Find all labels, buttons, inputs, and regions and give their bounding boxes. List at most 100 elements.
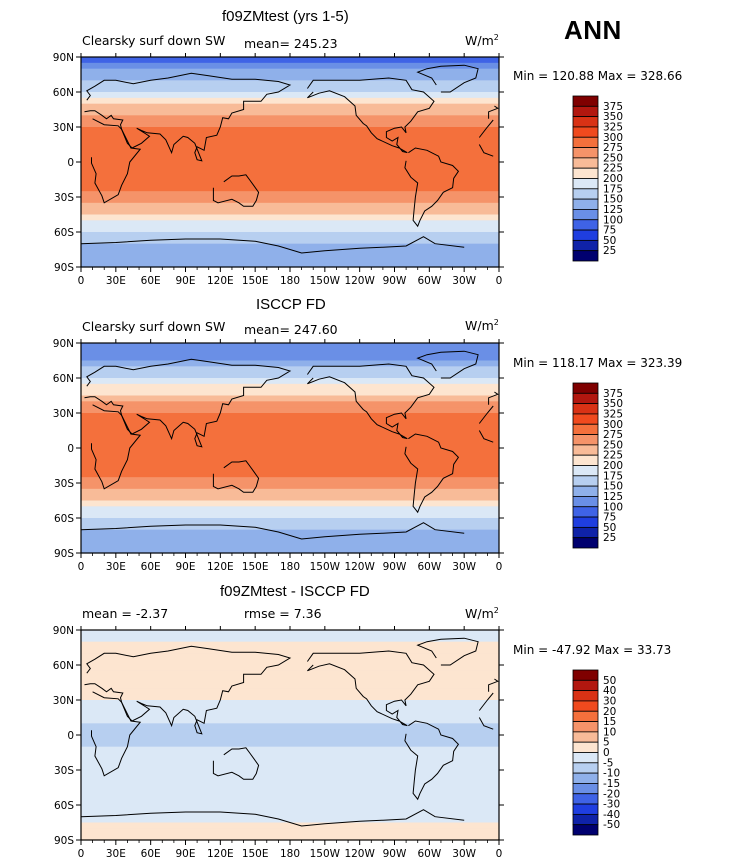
heatmap-band <box>81 448 499 455</box>
coastline <box>84 72 499 162</box>
colorbar-label: 300 <box>603 132 623 144</box>
heatmap-band <box>81 208 499 216</box>
colorbar-box <box>572 126 599 138</box>
heatmap-band <box>81 103 499 111</box>
heatmap-band <box>81 366 499 373</box>
heatmap-band <box>81 92 499 99</box>
x-tick-label: 180 <box>280 561 300 573</box>
colorbar-box <box>572 465 599 477</box>
heatmap-band <box>81 202 499 210</box>
heatmap-band <box>81 647 499 654</box>
colorbar-label: 175 <box>603 183 623 195</box>
colorbar-box <box>572 690 599 702</box>
colorbar-box <box>572 475 599 487</box>
heatmap-band <box>81 735 499 742</box>
colorbar-label: -40 <box>603 809 620 821</box>
y-tick-label: 90S <box>54 548 74 560</box>
x-tick-label: 90E <box>176 848 196 860</box>
heatmap-band <box>81 354 499 362</box>
heatmap-band <box>81 512 499 519</box>
heatmap-band <box>81 688 499 695</box>
colorbar-box <box>572 136 599 148</box>
x-tick-label: 60W <box>417 848 441 860</box>
coastline <box>91 404 494 490</box>
heatmap-band <box>81 430 499 437</box>
heatmap-band <box>81 179 499 186</box>
map-panel-3: 0 30E 60E 90E 120E 150E 180 150W 120W 90W 60W 30W 09… <box>53 625 504 860</box>
x-tick-label: 150E <box>242 561 269 573</box>
colorbar-box <box>572 116 599 128</box>
heatmap-band <box>81 86 499 93</box>
heatmap-band <box>81 97 499 105</box>
colorbar-box <box>572 229 599 241</box>
heatmap-band <box>81 243 499 251</box>
heatmap-band <box>81 436 499 443</box>
y-tick-label: 90N <box>53 52 74 64</box>
coastline <box>306 650 435 727</box>
x-tick-label: 0 <box>78 561 85 573</box>
heatmap-band <box>81 442 499 449</box>
colorbar-box <box>572 700 599 712</box>
heatmap-band <box>81 109 499 116</box>
y-tick-label: 90N <box>53 338 74 350</box>
coastline <box>404 433 460 514</box>
panel-1-variable-label: Clearsky surf down SW <box>82 33 226 48</box>
heatmap-band <box>81 729 499 736</box>
colorbar-box <box>572 526 599 539</box>
heatmap-band <box>81 500 499 507</box>
colorbar-2: 3753503253002752502252001751501251007550… <box>572 382 623 549</box>
colorbar-box <box>572 188 599 200</box>
colorbar-label: 250 <box>603 152 623 164</box>
colorbar-label: 200 <box>603 460 623 472</box>
x-tick-label: 30E <box>106 561 126 573</box>
y-tick-label: 60S <box>54 800 74 812</box>
x-tick-label: 150E <box>242 275 269 287</box>
colorbar-label: 125 <box>603 491 623 503</box>
heatmap-band <box>81 535 499 542</box>
colorbar-label: 20 <box>603 706 616 718</box>
coastline <box>80 809 465 827</box>
x-tick-label: 60W <box>417 561 441 573</box>
colorbar-box <box>572 105 599 118</box>
heatmap-band <box>81 523 499 531</box>
heatmap-band <box>81 775 499 783</box>
panel-3-minmax: Min = -47.92 Max = 33.73 <box>513 643 672 657</box>
colorbar-box <box>572 506 599 518</box>
heatmap-band <box>81 635 499 643</box>
heatmap-band <box>81 758 499 765</box>
heatmap-band <box>81 711 499 719</box>
colorbar-label: 50 <box>603 235 616 247</box>
colorbar-box <box>572 496 599 508</box>
colorbar-box <box>572 793 599 805</box>
panel-1-mean-label: mean= 245.23 <box>244 36 338 51</box>
heatmap-band <box>81 80 499 87</box>
heatmap-band <box>81 483 499 490</box>
heatmap-band <box>81 810 499 818</box>
x-tick-label: 150W <box>310 848 341 860</box>
colorbar-box <box>572 485 599 497</box>
heatmap-band <box>81 665 499 672</box>
heatmap-band <box>81 676 499 684</box>
heatmap-band <box>81 74 499 81</box>
colorbar-box <box>572 147 599 159</box>
heatmap-band <box>81 494 499 502</box>
heatmap-band <box>81 547 499 554</box>
colorbar-box <box>572 454 599 466</box>
panel-1-units: W/m2 <box>465 33 499 49</box>
x-tick-label: 150E <box>242 848 269 860</box>
heatmap-band <box>81 389 499 397</box>
colorbar-label: 200 <box>603 173 623 185</box>
x-tick-label: 60E <box>141 848 161 860</box>
y-tick-label: 0 <box>67 443 74 455</box>
colorbar-box <box>572 423 599 435</box>
colorbar-label: 100 <box>603 501 623 513</box>
heatmap-band <box>81 62 499 70</box>
colorbar-label: -5 <box>603 757 613 769</box>
colorbar-label: 25 <box>603 245 616 257</box>
colorbar-label: 275 <box>603 429 623 441</box>
heatmap-band <box>81 694 499 701</box>
x-tick-label: 150W <box>310 275 341 287</box>
heatmap-band <box>81 401 499 408</box>
